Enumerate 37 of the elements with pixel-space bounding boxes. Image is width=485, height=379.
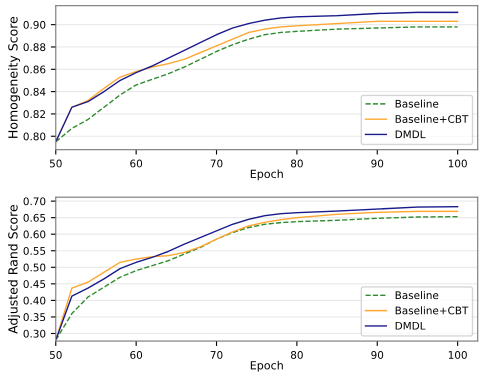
y-tick-label: 0.45 bbox=[24, 280, 46, 288]
x-tick-label: 60 bbox=[130, 351, 142, 359]
y-tick-label: 0.82 bbox=[24, 110, 46, 118]
y-tick-label: 0.65 bbox=[24, 214, 46, 222]
y-tick-label: 0.84 bbox=[24, 88, 46, 96]
y-axis-title: Homogeneity Score bbox=[8, 16, 20, 138]
y-tick-label: 0.80 bbox=[24, 132, 46, 140]
y-tick-label: 0.86 bbox=[24, 66, 46, 74]
x-tick-label: 90 bbox=[371, 160, 384, 168]
x-tick-label: 60 bbox=[130, 160, 142, 168]
legend-label: DMDL bbox=[396, 130, 426, 138]
legend-label: Baseline bbox=[396, 291, 438, 300]
x-tick-label: 100 bbox=[448, 351, 467, 359]
legend-label: Baseline+CBT bbox=[396, 114, 468, 123]
y-tick-label: 0.40 bbox=[24, 296, 46, 304]
x-axis-title: Epoch bbox=[250, 360, 283, 372]
y-tick-label: 0.30 bbox=[24, 330, 46, 338]
x-tick-label: 90 bbox=[371, 351, 384, 359]
x-tick-label: 80 bbox=[290, 160, 303, 168]
y-tick-label: 0.60 bbox=[24, 230, 46, 238]
x-tick-label: 70 bbox=[210, 160, 222, 168]
y-axis-title: Adjusted Rand Score bbox=[8, 205, 20, 334]
y-tick-label: 0.55 bbox=[24, 246, 46, 255]
y-tick-label: 0.88 bbox=[24, 43, 46, 52]
legend-label: DMDL bbox=[396, 322, 426, 330]
y-tick-label: 0.70 bbox=[24, 197, 46, 206]
x-tick-label: 100 bbox=[448, 160, 467, 168]
legend-label: Baseline bbox=[396, 100, 438, 108]
x-tick-label: 50 bbox=[50, 160, 62, 168]
legend-label: Baseline+CBT bbox=[396, 306, 468, 314]
y-tick-label: 0.90 bbox=[24, 20, 46, 29]
y-tick-label: 0.35 bbox=[24, 313, 46, 322]
x-tick-label: 50 bbox=[50, 351, 62, 359]
y-tick-label: 0.50 bbox=[24, 264, 46, 272]
x-tick-label: 70 bbox=[210, 351, 222, 359]
x-axis-title: Epoch bbox=[250, 169, 283, 180]
x-tick-label: 80 bbox=[290, 351, 303, 359]
